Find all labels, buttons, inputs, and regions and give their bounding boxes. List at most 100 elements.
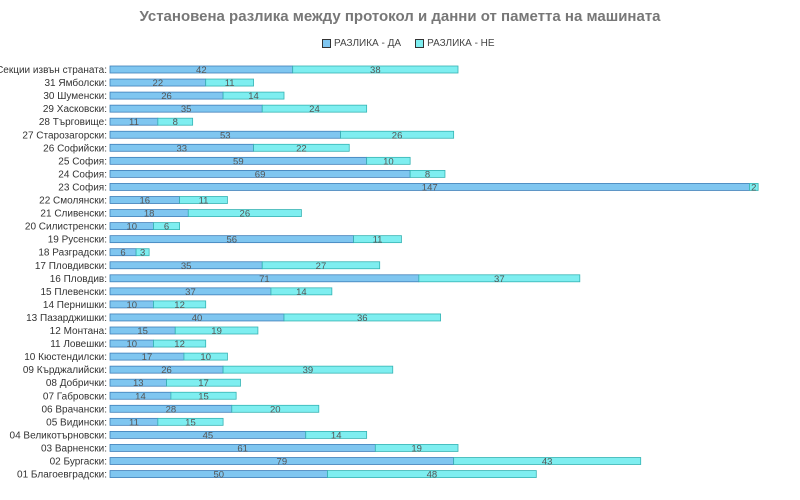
legend-label-ne: РАЗЛИКА - НЕ <box>427 38 495 49</box>
value-label-da: 26 <box>161 365 172 376</box>
value-label-da: 56 <box>227 235 238 246</box>
legend-item-ne: РАЗЛИКА - НЕ <box>415 38 495 49</box>
value-label-da: 10 <box>126 300 137 311</box>
bar-ne <box>418 274 581 283</box>
category-label: 08 Добрички: <box>46 377 107 389</box>
value-label-da: 13 <box>133 378 144 389</box>
category-label: 24 София: <box>58 168 107 180</box>
bar-ne <box>153 222 181 231</box>
value-label-ne: 38 <box>370 65 381 76</box>
bar-ne <box>183 352 228 361</box>
value-label-da: 40 <box>192 313 203 324</box>
value-label-da: 26 <box>161 91 172 102</box>
value-label-da: 71 <box>259 274 270 285</box>
value-label-ne: 26 <box>240 209 251 220</box>
bar-ne <box>157 417 224 426</box>
bar-ne <box>261 104 368 113</box>
bar-ne <box>340 130 455 139</box>
value-label-da: 6 <box>120 248 125 259</box>
category-label: 20 Силистренски: <box>25 222 107 233</box>
value-label-ne: 19 <box>211 326 222 337</box>
bar-ne <box>327 470 537 478</box>
value-label-da: 22 <box>153 78 164 89</box>
category-label: 02 Бургаски: <box>50 457 107 468</box>
value-label-ne: 6 <box>164 222 169 233</box>
value-label-ne: 15 <box>198 391 209 402</box>
value-label-ne: 36 <box>357 313 368 324</box>
value-label-ne: 14 <box>331 430 342 441</box>
category-label: 26 Софийски: <box>43 142 107 154</box>
value-label-da: 35 <box>181 261 192 272</box>
category-label: 07 Габровски: <box>43 390 107 402</box>
bar-ne <box>222 365 394 374</box>
bar-ne <box>305 430 368 439</box>
value-label-ne: 3 <box>140 248 145 259</box>
value-label-da: 61 <box>237 443 248 454</box>
category-label: 28 Търговище: <box>39 117 107 128</box>
value-label-ne: 12 <box>174 300 185 311</box>
category-label: 18 Разградски: <box>38 248 107 259</box>
value-label-ne: 20 <box>270 404 281 415</box>
value-label-da: 18 <box>144 209 155 220</box>
category-label: 10 Кюстендилски: <box>24 352 107 363</box>
bar-ne <box>205 78 254 87</box>
value-label-da: 33 <box>176 143 187 154</box>
bar-ne <box>409 169 446 178</box>
category-label: 25 София: <box>58 155 107 167</box>
value-label-ne: 11 <box>199 196 209 207</box>
category-label: 17 Пловдивски: <box>35 261 107 272</box>
value-label-da: 37 <box>185 287 196 298</box>
value-label-da: 59 <box>233 156 244 167</box>
legend-item-da: РАЗЛИКА - ДА <box>322 38 401 49</box>
bar-ne <box>187 209 302 217</box>
value-label-da: 14 <box>135 391 146 402</box>
value-label-ne: 48 <box>427 470 438 481</box>
category-label: 15 Плевенски: <box>40 287 107 298</box>
category-label: 29 Хасковски: <box>43 104 107 115</box>
bar-ne <box>222 91 285 100</box>
bar-ne <box>453 457 642 465</box>
value-label-da: 147 <box>422 182 438 193</box>
value-label-da: 28 <box>166 404 177 415</box>
bar-ne <box>153 300 207 309</box>
category-label: 01 Благоевградски: <box>17 470 107 481</box>
category-label: 19 Русенски: <box>48 235 107 246</box>
category-label: 09 Кърджалийски: <box>23 365 107 376</box>
category-label: 06 Врачански: <box>41 404 107 415</box>
bar-ne <box>157 117 194 126</box>
bar-ne <box>270 287 333 296</box>
category-label: 22 Смолянски: <box>39 196 107 207</box>
value-label-ne: 14 <box>296 287 307 298</box>
value-label-ne: 43 <box>542 457 553 468</box>
bar-ne <box>174 326 259 335</box>
value-label-ne: 11 <box>225 78 235 89</box>
chart-title: Установена разлика между протокол и данн… <box>139 8 661 25</box>
category-label: 11 Ловешки: <box>50 339 107 350</box>
value-label-ne: 12 <box>174 339 185 350</box>
value-label-ne: 27 <box>316 261 327 272</box>
legend-label-da: РАЗЛИКА - ДА <box>334 38 402 49</box>
bar-ne <box>261 261 381 270</box>
value-label-da: 15 <box>137 326 148 337</box>
category-label: 12 Монтана: <box>50 326 107 337</box>
bar-ne <box>179 196 228 204</box>
bar-ne <box>292 65 459 74</box>
legend: РАЗЛИКА - ДА РАЗЛИКА - НЕ <box>322 38 495 49</box>
legend-swatch-ne <box>415 39 425 48</box>
category-label: 05 Видински: <box>46 417 107 428</box>
category-label: 32 Секции извън страната: <box>0 65 107 76</box>
category-label: 13 Пазарджишки: <box>26 313 107 324</box>
value-label-da: 11 <box>129 117 139 128</box>
value-label-da: 45 <box>203 430 214 441</box>
bar-ne <box>135 248 150 257</box>
value-label-ne: 26 <box>392 130 403 141</box>
category-label: 23 София: <box>58 181 107 193</box>
value-label-da: 50 <box>213 470 224 481</box>
value-label-ne: 2 <box>751 182 756 193</box>
value-label-ne: 37 <box>494 274 505 285</box>
value-label-ne: 19 <box>411 443 422 454</box>
value-label-da: 10 <box>126 222 137 233</box>
bar-ne <box>153 339 207 348</box>
